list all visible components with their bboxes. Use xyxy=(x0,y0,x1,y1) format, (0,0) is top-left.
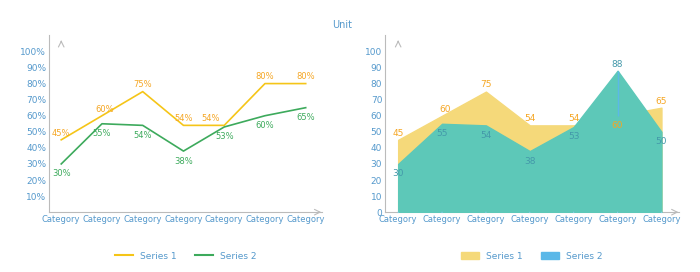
Text: 54%: 54% xyxy=(134,131,152,140)
Text: 54: 54 xyxy=(568,114,580,123)
Text: 80%: 80% xyxy=(296,72,315,81)
Text: 50: 50 xyxy=(656,137,667,146)
Legend: Series 1, Series 2: Series 1, Series 2 xyxy=(111,248,260,264)
Text: 65: 65 xyxy=(656,97,667,106)
Text: 75%: 75% xyxy=(134,81,152,89)
Text: 60: 60 xyxy=(439,104,451,113)
Text: 60: 60 xyxy=(612,121,623,130)
Text: 30%: 30% xyxy=(52,169,71,178)
Text: 55%: 55% xyxy=(92,129,111,138)
Text: 30: 30 xyxy=(393,169,404,178)
Text: 38%: 38% xyxy=(174,157,193,166)
Text: 65%: 65% xyxy=(296,113,315,122)
Text: 38: 38 xyxy=(524,157,536,166)
Text: 55: 55 xyxy=(436,129,448,138)
Text: 60%: 60% xyxy=(256,121,274,130)
Text: 75: 75 xyxy=(480,81,491,89)
Text: 45%: 45% xyxy=(52,129,71,138)
Text: 53%: 53% xyxy=(215,132,234,141)
Text: 53: 53 xyxy=(568,132,580,141)
Text: 54: 54 xyxy=(524,114,536,123)
Text: 80%: 80% xyxy=(256,72,274,81)
Text: 45: 45 xyxy=(393,129,404,138)
Text: 54: 54 xyxy=(480,131,491,140)
Text: 60%: 60% xyxy=(95,104,114,113)
Text: Unit: Unit xyxy=(332,20,352,30)
Text: 54%: 54% xyxy=(174,114,193,123)
Text: 88: 88 xyxy=(612,60,623,69)
Text: 54%: 54% xyxy=(201,114,220,123)
Legend: Series 1, Series 2: Series 1, Series 2 xyxy=(458,248,606,264)
